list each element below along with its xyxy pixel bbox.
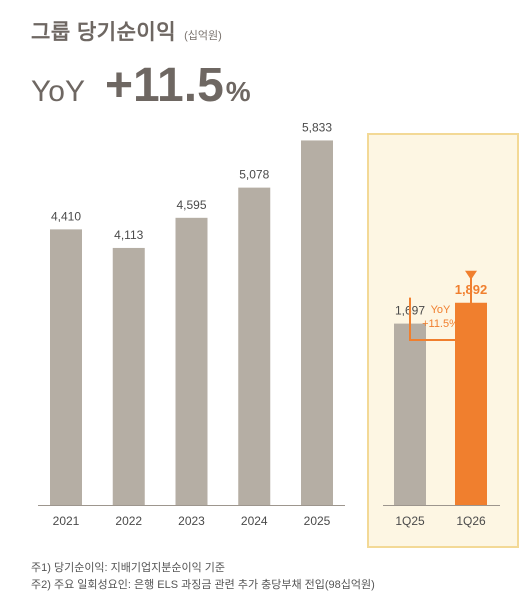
yoy-summary: YoY +11.5 % [31,58,251,113]
yoy-annotation-value: +11.5% [422,318,459,330]
footnote-2: 주2) 주요 일회성요인: 은행 ELS 과징금 관련 추가 충당부채 전입(9… [31,579,375,591]
quarter-tick-label-1Q26: 1Q26 [456,514,486,528]
chart-unit: (십억원) [184,30,222,42]
chart-header: 그룹 당기순이익 (십억원) [31,16,222,46]
annual-value-label-2022: 4,113 [114,228,143,242]
footnote-1: 주1) 당기순이익: 지배기업지분순이익 기준 [31,562,226,574]
yoy-annotation-label: YoY [431,304,451,316]
annual-value-label-2023: 4,595 [176,198,206,212]
annual-value-label-2025: 5,833 [302,120,332,134]
chart-title: 그룹 당기순이익 [31,21,177,44]
annual-tick-label-2022: 2022 [115,514,142,528]
annual-tick-label-2023: 2023 [178,514,205,528]
annual-bar-2022 [112,247,145,505]
quarter-tick-label-1Q25: 1Q25 [395,514,425,528]
annual-value-label-2021: 4,410 [51,209,81,223]
annual-bar-2024 [238,187,271,505]
annual-value-label-2024: 5,078 [239,168,269,182]
annual-tick-label-2024: 2024 [241,514,268,528]
yoy-bracket-line [409,272,472,341]
annual-bar-2025 [301,140,333,505]
annual-tick-label-2021: 2021 [53,514,80,528]
footnotes: 주1) 당기순이익: 지배기업지분순이익 기준 주2) 주요 일회성요인: 은행… [31,560,375,594]
annual-bar-2023 [175,217,208,505]
yoy-value: +11.5 [104,59,224,112]
annual-bar-2021 [50,229,82,505]
yoy-arrow-head-icon [465,270,477,280]
quarter-bar-1Q25 [394,323,426,505]
yoy-label: YoY [31,75,85,108]
yoy-percent-sign: % [225,76,251,107]
annual-tick-label-2025: 2025 [304,514,331,528]
